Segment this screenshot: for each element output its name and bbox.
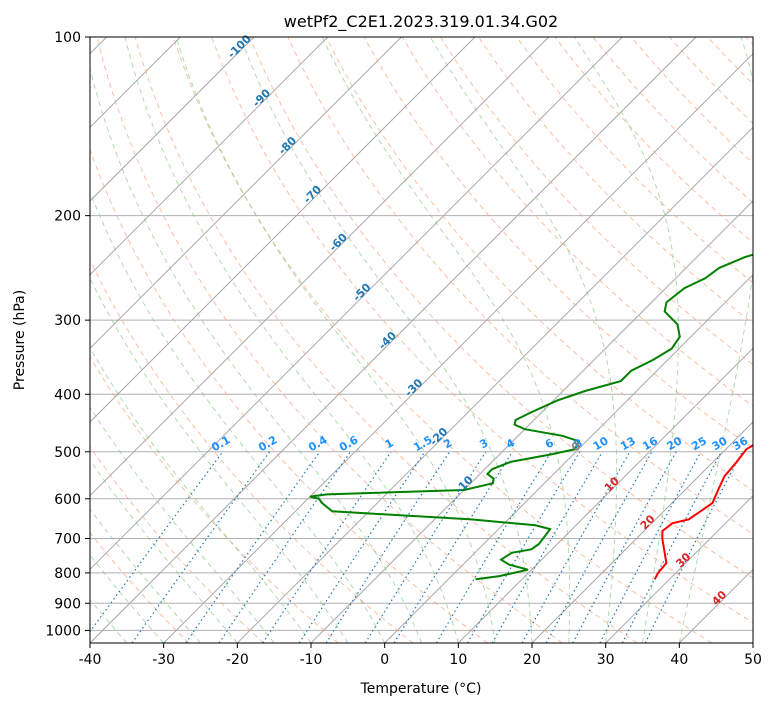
- dry-adiabat: [212, 37, 775, 643]
- chart-title: wetPf2_C2E1.2023.319.01.34.G02: [284, 12, 558, 32]
- x-tick-label: -40: [79, 652, 102, 668]
- isotherm-label: -40: [376, 329, 399, 352]
- isotherm-line: [385, 37, 775, 643]
- mixing-ratio-line: [645, 452, 742, 643]
- y-tick-label: 500: [54, 445, 81, 461]
- isotherm-label: 30: [673, 550, 693, 570]
- y-tick-label: 300: [54, 313, 81, 329]
- isotherm-label: 10: [602, 474, 622, 494]
- x-tick-label: 10: [449, 652, 467, 668]
- moist-adiabat: [679, 37, 761, 643]
- mixing-ratio-label: 0.1: [209, 433, 232, 454]
- isotherm-line: [0, 37, 475, 643]
- dry-adiabat: [21, 37, 413, 643]
- dry-adiabat: [97, 37, 562, 643]
- moist-adiabat: [8, 142, 312, 644]
- mixing-ratio-label: 25: [689, 434, 709, 453]
- mixing-ratio-label: 10: [591, 434, 611, 453]
- isotherm-line: [753, 37, 775, 643]
- isotherm-label: 40: [709, 588, 729, 608]
- x-tick-label: 20: [523, 652, 541, 668]
- dry-adiabat: [440, 37, 775, 643]
- isotherm-label: -30: [402, 376, 425, 399]
- mixing-ratio-line: [573, 452, 676, 643]
- mixing-ratio-line: [132, 452, 270, 643]
- isotherm-line: [0, 37, 401, 643]
- mixing-ratio-label: 30: [710, 434, 730, 453]
- x-tick-label: -10: [300, 652, 323, 668]
- temperature-profile-line: [655, 37, 775, 579]
- mixing-ratio-line: [326, 452, 450, 643]
- mixing-ratio-line: [468, 452, 580, 643]
- x-axis-title: Temperature (°C): [360, 681, 482, 697]
- y-tick-label: 100: [54, 30, 81, 46]
- isotherm-line: [679, 37, 775, 643]
- moist-adiabat: [0, 166, 274, 643]
- x-tick-label: 50: [744, 652, 762, 668]
- mixing-ratio-label: 16: [640, 434, 660, 453]
- isotherm-line: [0, 37, 254, 643]
- isotherm-label: -80: [276, 134, 299, 157]
- x-tick-label: 30: [597, 652, 615, 668]
- mixing-ratio-label: 13: [618, 434, 638, 453]
- series-layer: [310, 37, 775, 579]
- x-tick-label: 40: [670, 652, 688, 668]
- moist-adiabat: [31, 114, 348, 643]
- plot-frame: [90, 37, 753, 643]
- moist-adiabat: [322, 37, 569, 643]
- mixing-ratio-line: [82, 452, 223, 643]
- y-tick-label: 600: [54, 492, 81, 508]
- y-tick-label: 1000: [45, 623, 81, 639]
- isotherm-line: [0, 37, 328, 643]
- moist-adiabat: [574, 37, 678, 643]
- y-tick-label: 900: [54, 596, 81, 612]
- y-tick-label: 800: [54, 566, 81, 582]
- isotherm-line: [237, 37, 775, 643]
- dry-adiabat: [0, 37, 338, 643]
- dry-adiabat: [517, 37, 775, 643]
- mixing-ratio-label: 0.6: [337, 433, 361, 454]
- x-tick-label: -30: [152, 652, 175, 668]
- mixing-ratio-label: 20: [665, 434, 685, 453]
- x-tick-label: 0: [380, 652, 389, 668]
- mixing-ratio-label: 0.4: [306, 433, 330, 454]
- y-tick-label: 700: [54, 532, 81, 548]
- isotherm-label: -70: [301, 183, 324, 206]
- isotherm-label: -10: [453, 473, 476, 496]
- mixing-ratio-label: 36: [730, 434, 750, 453]
- moist-adiabat: [0, 181, 237, 643]
- dry-adiabat: [0, 37, 264, 643]
- y-tick-label: 400: [54, 387, 81, 403]
- mixing-ratio-line: [394, 452, 512, 643]
- moist-adiabat: [176, 37, 495, 643]
- x-tick-label: -20: [226, 652, 249, 668]
- mixing-ratio-label: 0.2: [256, 433, 279, 454]
- moist-adiabat: [125, 37, 458, 643]
- dry-adiabat: [708, 37, 775, 643]
- mixing-ratio-label: 3: [477, 436, 490, 451]
- dry-adiabat: [746, 37, 775, 643]
- isotherm-label: -50: [350, 281, 373, 304]
- y-axis-title: Pressure (hPa): [12, 290, 28, 390]
- mixing-ratio-label: 1: [383, 436, 396, 451]
- dry-adiabat: [479, 37, 775, 643]
- y-tick-label: 200: [54, 209, 81, 225]
- moist-adiabat: [88, 62, 421, 643]
- isotherm-label: -100: [225, 32, 254, 61]
- isotherm-line: [458, 37, 775, 643]
- dewpoint-profile-line: [310, 37, 775, 579]
- isotherm-label: -60: [327, 231, 350, 254]
- grid-layer: [90, 37, 753, 630]
